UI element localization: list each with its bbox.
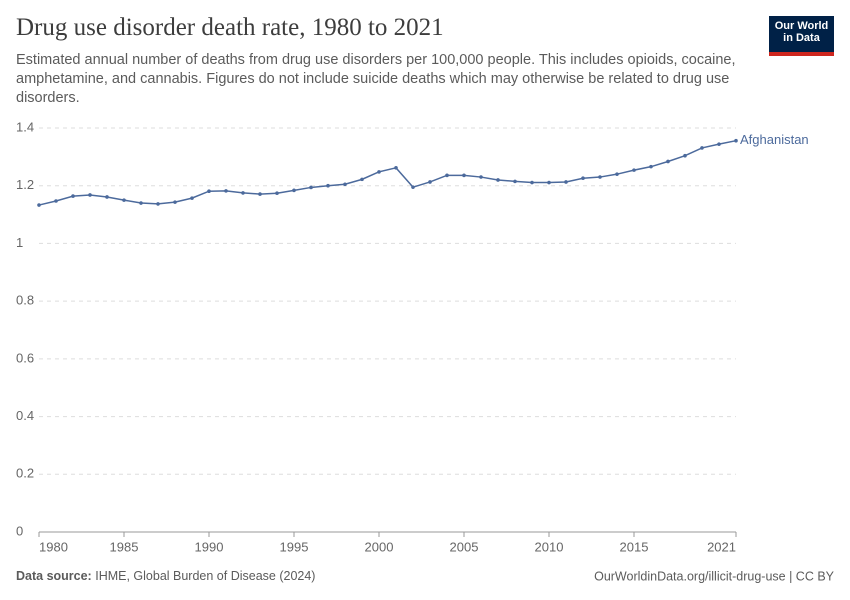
point: [530, 180, 534, 185]
y-tick-label: 0.2: [16, 466, 34, 481]
y-tick-label: 0.8: [16, 293, 34, 308]
point: [462, 173, 466, 178]
point: [564, 180, 568, 184]
point: [156, 202, 160, 206]
source-text: IHME, Global Burden of Disease (2024): [95, 569, 315, 583]
point: [513, 179, 517, 184]
chart-subtitle: Estimated annual number of deaths from d…: [16, 52, 736, 106]
x-tick-label: 1990: [195, 539, 224, 554]
point: [292, 188, 296, 193]
y-tick-label: 0: [16, 523, 23, 538]
chart-title: Drug use disorder death rate, 1980 to 20…: [16, 14, 444, 41]
point: [428, 180, 432, 184]
credit[interactable]: OurWorldinData.org/illicit-drug-use | CC…: [594, 569, 835, 583]
point: [258, 192, 262, 196]
point: [360, 177, 364, 182]
point: [343, 182, 347, 187]
x-tick-label: 1985: [110, 539, 139, 554]
y-tick-label: 1.2: [16, 177, 34, 192]
x-tick-label: 1980: [39, 539, 68, 554]
point: [326, 183, 330, 188]
point: [411, 185, 415, 189]
y-tick-label: 1: [16, 235, 23, 250]
point: [717, 142, 721, 146]
logo-text: Our World: [774, 20, 829, 32]
point: [581, 176, 585, 181]
point: [445, 173, 449, 178]
y-tick-label: 0.6: [16, 350, 34, 365]
point: [71, 194, 75, 198]
point: [105, 195, 109, 199]
point: [700, 146, 704, 150]
source: Data source: IHME, Global Burden of Dise…: [16, 569, 315, 583]
point: [479, 175, 483, 179]
x-tick-label: 2021: [707, 539, 736, 554]
y-tick-label: 0.4: [16, 408, 34, 423]
y-tick-label: 1.4: [16, 119, 34, 134]
point: [632, 168, 636, 172]
point: [173, 200, 177, 204]
point: [649, 164, 653, 169]
point: [734, 138, 738, 143]
point: [139, 201, 143, 205]
x-tick-label: 2005: [450, 539, 479, 554]
point: [207, 189, 211, 193]
point: [615, 172, 619, 176]
point: [190, 196, 194, 200]
x-tick-label: 2000: [365, 539, 394, 554]
x-tick-label: 1995: [280, 539, 309, 554]
point: [224, 189, 228, 193]
line: [38, 139, 737, 206]
point: [54, 199, 58, 203]
point: [547, 180, 551, 185]
point: [88, 193, 92, 197]
logo-text: in Data: [783, 32, 820, 44]
point: [241, 191, 245, 195]
point: [496, 178, 500, 182]
point: [683, 153, 687, 158]
point: [394, 166, 398, 170]
point: [122, 198, 126, 202]
point: [377, 170, 381, 174]
x-tick-label: 2010: [535, 539, 564, 554]
point: [275, 191, 279, 196]
point: [309, 185, 313, 190]
x-tick-label: 2015: [620, 539, 649, 554]
source-label: Data source:: [16, 569, 92, 583]
logo[interactable]: Our World in Data: [769, 16, 834, 56]
point: [37, 203, 41, 207]
point: [666, 159, 670, 164]
series-label: Afghanistan: [740, 132, 809, 147]
point: [598, 175, 602, 179]
